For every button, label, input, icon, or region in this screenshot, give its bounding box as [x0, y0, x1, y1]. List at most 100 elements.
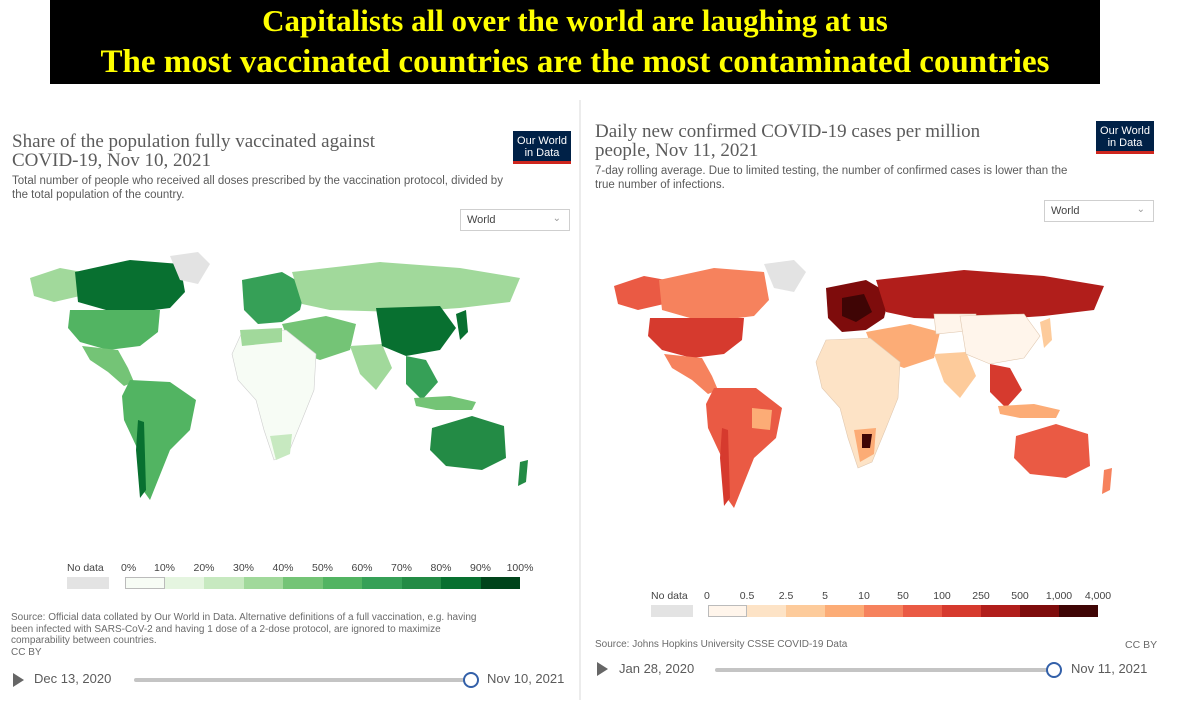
legend-tick-label: 10% [153, 562, 176, 574]
legend-tick-label: 2.5 [778, 590, 794, 602]
chart-title-line-2: people, Nov 11, 2021 [595, 140, 759, 161]
region-indonesia[interactable] [414, 396, 476, 410]
region-select-value: World [1051, 205, 1080, 217]
headline-banner: Capitalists all over the world are laugh… [50, 0, 1100, 84]
region-select[interactable]: World ⌄ [460, 209, 570, 231]
legend-bin[interactable] [243, 577, 283, 589]
region-india[interactable] [934, 352, 976, 398]
region-south-america[interactable] [122, 380, 196, 500]
legend-bin[interactable] [864, 605, 903, 617]
legend-bin[interactable] [283, 577, 323, 589]
headline-line-2: The most vaccinated countries are the mo… [100, 44, 1050, 80]
cases-legend: No data 0 0.5 2.5 5 10 50 100 250 500 1,000 4,000 [582, 590, 1185, 620]
region-australia[interactable] [1014, 424, 1090, 478]
cases-world-map[interactable] [604, 258, 1159, 518]
license-label[interactable]: CC BY [1125, 639, 1158, 651]
legend-bin[interactable] [942, 605, 981, 617]
region-greenland[interactable] [764, 260, 806, 292]
owid-logo-line-2: in Data [524, 147, 560, 159]
region-eastern-europe[interactable] [842, 294, 872, 322]
legend-bin[interactable] [480, 577, 520, 589]
legend-bin[interactable] [1020, 605, 1059, 617]
region-central-america[interactable] [82, 346, 134, 386]
region-china[interactable] [376, 306, 456, 356]
legend-bin[interactable] [786, 605, 825, 617]
region-india[interactable] [350, 344, 392, 390]
region-canada[interactable] [75, 260, 185, 312]
legend-no-data-label: No data [67, 562, 104, 574]
legend-tick-label: 100 [933, 590, 951, 602]
vaccination-chart-panel: Share of the population fully vaccinated… [0, 100, 580, 717]
legend-tick-label: 4,000 [1084, 590, 1112, 602]
region-alaska[interactable] [30, 268, 82, 302]
timeline-end-date: Nov 11, 2021 [1071, 661, 1148, 676]
region-north-africa[interactable] [240, 328, 282, 346]
play-icon[interactable] [597, 662, 608, 676]
owid-logo-line-1: Our World [517, 135, 567, 147]
region-new-zealand[interactable] [1102, 468, 1112, 494]
legend-bin[interactable] [825, 605, 864, 617]
region-southeast-asia[interactable] [406, 356, 438, 400]
region-chile[interactable] [720, 428, 730, 506]
legend-tick-label: 60% [351, 562, 373, 574]
legend-bin[interactable] [903, 605, 942, 617]
region-brazil-north[interactable] [752, 408, 772, 430]
legend-tick-label: 20% [193, 562, 215, 574]
chart-subtitle-line-2: true number of infections. [595, 179, 725, 191]
legend-bin[interactable] [322, 577, 362, 589]
play-icon[interactable] [13, 673, 24, 687]
region-south-africa[interactable] [270, 434, 292, 460]
region-south-america[interactable] [706, 388, 782, 508]
region-chile[interactable] [136, 420, 146, 498]
legend-bin[interactable] [125, 577, 165, 589]
region-indonesia[interactable] [998, 404, 1060, 418]
region-russia[interactable] [292, 262, 520, 312]
region-usa[interactable] [648, 318, 744, 358]
region-central-america[interactable] [664, 354, 718, 394]
region-usa[interactable] [68, 310, 160, 350]
legend-tick-label: 0 [704, 590, 710, 602]
region-new-zealand[interactable] [518, 460, 528, 486]
region-canada[interactable] [659, 268, 769, 320]
region-africa[interactable] [815, 337, 901, 469]
owid-logo[interactable]: Our World in Data [1096, 121, 1154, 154]
region-botswana[interactable] [862, 434, 872, 448]
vaccination-world-map[interactable] [20, 250, 565, 510]
timeline-track[interactable] [715, 668, 1057, 672]
legend-tick-label: 1,000 [1045, 590, 1073, 602]
region-alaska[interactable] [614, 276, 666, 310]
region-greenland[interactable] [170, 252, 210, 284]
timeline-track[interactable] [134, 678, 466, 682]
owid-logo[interactable]: Our World in Data [513, 131, 571, 164]
legend-tick-label: 80% [430, 562, 452, 574]
legend-tick-label: 10 [858, 590, 870, 602]
timeline-start-date: Jan 28, 2020 [619, 661, 695, 676]
region-china[interactable] [959, 313, 1041, 365]
timeline-end-date: Nov 10, 2021 [487, 671, 565, 686]
legend-bin[interactable] [204, 577, 244, 589]
chart-subtitle: 7-day rolling average. Due to limited te… [595, 164, 1135, 192]
chart-title: Share of the population fully vaccinated… [12, 132, 375, 170]
source-line-2: been infected with SARS-CoV-2 and having… [11, 623, 441, 635]
legend-bin[interactable] [708, 605, 747, 617]
legend-bin[interactable] [981, 605, 1020, 617]
legend-bin[interactable] [747, 605, 786, 617]
legend-bin[interactable] [401, 577, 441, 589]
region-japan[interactable] [1040, 318, 1052, 348]
timeline-start-date: Dec 13, 2020 [34, 671, 112, 686]
region-australia[interactable] [430, 416, 506, 470]
legend-bin[interactable] [164, 577, 204, 589]
region-japan[interactable] [456, 310, 468, 340]
legend-bin[interactable] [1059, 605, 1098, 617]
region-russia[interactable] [876, 270, 1104, 320]
timeline-handle[interactable] [1046, 662, 1062, 678]
region-europe[interactable] [242, 272, 306, 324]
legend-bin[interactable] [362, 577, 402, 589]
timeline-handle[interactable] [463, 672, 479, 688]
chart-subtitle-line-1: Total number of people who received all … [12, 175, 503, 187]
chart-title-line-1: Daily new confirmed COVID-19 cases per m… [595, 121, 981, 142]
region-select[interactable]: World ⌄ [1044, 200, 1154, 222]
license-label[interactable]: CC BY [11, 646, 42, 658]
region-southeast-asia[interactable] [990, 364, 1022, 408]
legend-bin[interactable] [441, 577, 481, 589]
